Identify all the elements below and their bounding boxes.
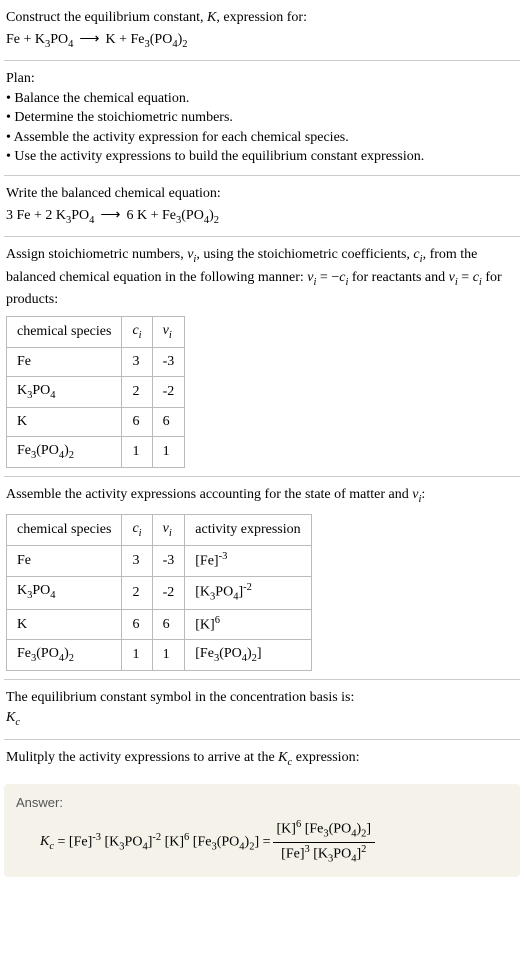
col-activity: activity expression (185, 514, 311, 545)
table-row: K66 (7, 408, 185, 437)
cell-species: K3PO4 (7, 576, 122, 609)
kc-symbol: Kc (6, 708, 518, 730)
stoich-section: Assign stoichiometric numbers, νi, using… (0, 237, 524, 476)
cell-c: 2 (122, 376, 152, 407)
multiply-text: Mulitply the activity expressions to arr… (6, 748, 518, 770)
plan-item: • Balance the chemical equation. (6, 89, 518, 109)
cell-c: 2 (122, 576, 152, 609)
plan-item-text: Assemble the activity expression for eac… (14, 130, 349, 145)
cell-expr: [Fe]-3 (185, 546, 311, 576)
cell-species: Fe (7, 546, 122, 576)
col-ci: ci (122, 316, 152, 347)
stoich-text: Assign stoichiometric numbers, νi, using… (6, 245, 518, 310)
col-ci: ci (122, 514, 152, 545)
k-symbol: K (207, 10, 216, 25)
cell-v: -2 (152, 576, 185, 609)
table-row: K3PO42-2 (7, 376, 185, 407)
stoich-r2a: = (458, 270, 473, 285)
answer-label: Answer: (16, 794, 508, 812)
kc-inline: Kc (278, 750, 292, 765)
cell-v: -3 (152, 348, 185, 377)
table-header-row: chemical species ci νi (7, 316, 185, 347)
stoich-table: chemical species ci νi Fe3-3 K3PO42-2 K6… (6, 316, 185, 469)
plan-item-text: Determine the stoichiometric numbers. (14, 110, 233, 125)
cell-c: 3 (122, 348, 152, 377)
cell-c: 3 (122, 546, 152, 576)
c-symbol: ci (413, 247, 422, 262)
plan-section: Plan: • Balance the chemical equation. •… (0, 61, 524, 175)
cell-species: Fe (7, 348, 122, 377)
col-vi: νi (152, 316, 185, 347)
activity-a: Assemble the activity expressions accoun… (6, 487, 412, 502)
stoich-a: Assign stoichiometric numbers, (6, 247, 187, 262)
c-eq: ci (339, 270, 348, 285)
cell-c: 6 (122, 408, 152, 437)
cell-species: Fe3(PO4)2 (7, 639, 122, 670)
plan-heading: Plan: (6, 69, 518, 89)
intro-text-2: , expression for: (216, 10, 307, 25)
cell-c: 6 (122, 609, 152, 639)
cell-v: -3 (152, 546, 185, 576)
table-header-row: chemical species ci νi activity expressi… (7, 514, 312, 545)
arrow-icon: ⟶ (100, 206, 120, 226)
balanced-section: Write the balanced chemical equation: 3 … (0, 176, 524, 236)
fraction-denominator: [Fe]3 [K3PO4]2 (273, 843, 376, 867)
cell-species: Fe3(PO4)2 (7, 436, 122, 467)
answer-box: Answer: Kc = [Fe]-3 [K3PO4]-2 [K]6 [Fe3(… (4, 784, 520, 877)
cell-species: K (7, 408, 122, 437)
cell-v: 6 (152, 408, 185, 437)
nu-eq2: νi (449, 270, 458, 285)
plan-item-text: Use the activity expressions to build th… (14, 149, 424, 164)
cell-v: 1 (152, 639, 185, 670)
activity-section: Assemble the activity expressions accoun… (0, 477, 524, 679)
table-row: Fe3-3 (7, 348, 185, 377)
table-row: Fe3-3[Fe]-3 (7, 546, 312, 576)
activity-text: Assemble the activity expressions accoun… (6, 485, 518, 507)
table-row: Fe3(PO4)211[Fe3(PO4)2] (7, 639, 312, 670)
cell-expr: [Fe3(PO4)2] (185, 639, 311, 670)
balanced-heading: Write the balanced chemical equation: (6, 184, 518, 204)
col-vi: νi (152, 514, 185, 545)
col-species: chemical species (7, 316, 122, 347)
symbol-section: The equilibrium constant symbol in the c… (0, 680, 524, 738)
table-row: K66[K]6 (7, 609, 312, 639)
plan-item: • Assemble the activity expression for e… (6, 128, 518, 148)
col-species: chemical species (7, 514, 122, 545)
intro-section: Construct the equilibrium constant, K, e… (0, 0, 524, 60)
intro-text-1: Construct the equilibrium constant, (6, 10, 207, 25)
stoich-b: , using the stoichiometric coefficients, (196, 247, 413, 262)
plan-item: • Determine the stoichiometric numbers. (6, 108, 518, 128)
cell-expr: [K3PO4]-2 (185, 576, 311, 609)
mult-a: Mulitply the activity expressions to arr… (6, 750, 278, 765)
unbalanced-equation: Fe + K3PO4⟶K + Fe3(PO4)2 (6, 30, 518, 52)
multiply-section: Mulitply the activity expressions to arr… (0, 740, 524, 778)
cell-v: -2 (152, 376, 185, 407)
fraction-numerator: [K]6 [Fe3(PO4)2] (273, 818, 376, 843)
cell-v: 6 (152, 609, 185, 639)
table-row: K3PO42-2[K3PO4]-2 (7, 576, 312, 609)
fraction: [K]6 [Fe3(PO4)2] [Fe]3 [K3PO4]2 (273, 818, 376, 867)
balanced-equation: 3 Fe + 2 K3PO4⟶6 K + Fe3(PO4)2 (6, 206, 518, 228)
activity-b: : (421, 487, 425, 502)
arrow-icon: ⟶ (79, 30, 99, 50)
activity-table: chemical species ci νi activity expressi… (6, 514, 312, 672)
cell-c: 1 (122, 436, 152, 467)
cell-expr: [K]6 (185, 609, 311, 639)
cell-species: K3PO4 (7, 376, 122, 407)
nu-symbol: νi (187, 247, 196, 262)
kc-lhs: Kc = [Fe]-3 [K3PO4]-2 [K]6 [Fe3(PO4)2] = (40, 831, 271, 855)
stoich-r1a: = − (316, 270, 339, 285)
plan-item: • Use the activity expressions to build … (6, 147, 518, 167)
mult-b: expression: (292, 750, 359, 765)
plan-item-text: Balance the chemical equation. (14, 91, 189, 106)
cell-v: 1 (152, 436, 185, 467)
symbol-text: The equilibrium constant symbol in the c… (6, 688, 518, 708)
intro-line: Construct the equilibrium constant, K, e… (6, 8, 518, 28)
cell-species: K (7, 609, 122, 639)
table-row: Fe3(PO4)211 (7, 436, 185, 467)
c-eq2: ci (473, 270, 482, 285)
stoich-r1b: for reactants and (348, 270, 448, 285)
cell-c: 1 (122, 639, 152, 670)
answer-expression: Kc = [Fe]-3 [K3PO4]-2 [K]6 [Fe3(PO4)2] =… (16, 818, 508, 867)
